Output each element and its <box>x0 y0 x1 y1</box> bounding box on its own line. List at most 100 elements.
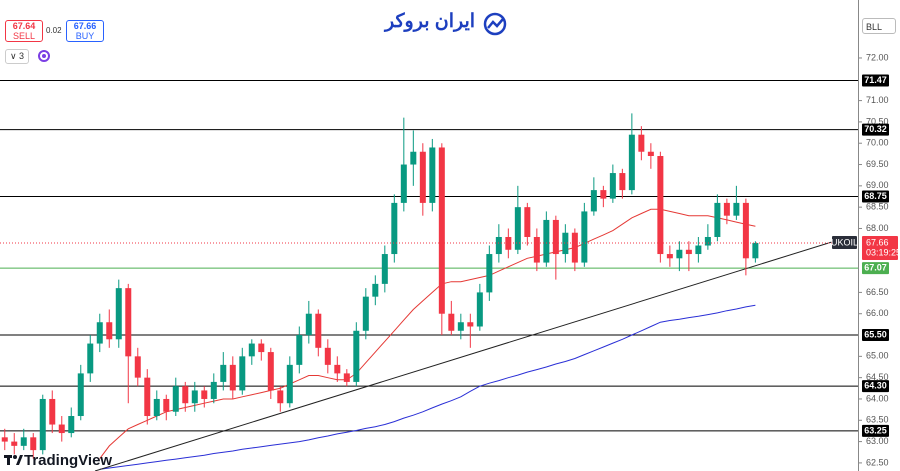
candle-body <box>695 245 702 255</box>
sell-price: 67.64 <box>12 21 36 31</box>
level-label-box <box>862 329 889 342</box>
level-label: 68.75 <box>864 191 887 201</box>
candle-body <box>495 236 502 255</box>
candle-body <box>77 373 84 417</box>
candle-body <box>11 441 18 446</box>
candle-body <box>125 288 132 357</box>
symbol-tag-box <box>832 235 857 249</box>
candle-body <box>372 283 379 297</box>
buy-button[interactable]: 67.66 BUY <box>66 20 104 42</box>
candle-body <box>438 147 445 314</box>
tv-watermark: TradingView <box>24 452 113 469</box>
candle-body <box>229 364 236 391</box>
sell-label: SELL <box>12 31 36 41</box>
candle-body <box>134 356 141 378</box>
candle-body <box>191 390 198 404</box>
moving-average <box>99 304 756 470</box>
candle-body <box>277 390 284 404</box>
y-tick-label: 63.00 <box>866 436 889 446</box>
y-tick-label: 66.50 <box>866 287 889 297</box>
candle-body <box>182 386 189 404</box>
candle-body <box>343 373 350 382</box>
candle-body <box>220 364 227 382</box>
tv-icon <box>4 455 23 465</box>
candle-body <box>600 190 607 199</box>
candle-body <box>733 202 740 216</box>
y-tick-label: 65.00 <box>866 351 889 361</box>
brand-icon <box>483 12 507 36</box>
candle-body <box>153 398 160 417</box>
y-tick-label: 72.00 <box>866 52 889 62</box>
level-label-box <box>862 262 889 275</box>
y-tick-label: 69.00 <box>866 180 889 190</box>
candle-body <box>590 190 597 212</box>
sell-button[interactable]: 67.64 SELL <box>5 20 43 42</box>
level-label: 64.30 <box>864 381 887 391</box>
candle-body <box>248 343 255 357</box>
candle-body <box>486 254 493 293</box>
candle-body <box>201 390 208 399</box>
y-tick-label: 63.50 <box>866 415 889 425</box>
candle-body <box>752 242 759 259</box>
buy-label: BUY <box>75 31 95 41</box>
candle-body <box>324 347 331 365</box>
y-tick-label: 64.00 <box>866 393 889 403</box>
level-label-box <box>862 424 889 437</box>
candle-body <box>666 254 673 259</box>
y-tick-label: 70.50 <box>866 116 889 126</box>
candle-body <box>505 236 512 250</box>
candle-body <box>96 322 103 344</box>
symbol-tag: UKOIL <box>831 237 858 247</box>
candle-body <box>714 202 721 237</box>
level-label: 63.25 <box>864 425 887 435</box>
candle-body <box>39 398 46 451</box>
candle-body <box>267 352 274 391</box>
candle-body <box>210 381 217 399</box>
symbol-select-text: BLL <box>866 22 883 32</box>
level-label: 70.32 <box>864 124 887 134</box>
candle-body <box>315 313 322 348</box>
spread: 0.02 <box>46 26 62 35</box>
level-label: 67.07 <box>864 262 887 272</box>
candle-body <box>144 377 151 417</box>
candle-body <box>172 386 179 412</box>
candle-body <box>571 232 578 263</box>
candle-body <box>391 202 398 255</box>
y-tick-label: 71.00 <box>866 95 889 105</box>
interval-toggle[interactable]: ∨ 3 <box>5 49 29 64</box>
candle-body <box>49 398 56 425</box>
candle-body <box>524 207 531 237</box>
y-tick-label: 68.00 <box>866 223 889 233</box>
candle-body <box>628 134 635 191</box>
y-tick-label: 69.50 <box>866 159 889 169</box>
candle-body <box>562 232 569 255</box>
candle-body <box>286 364 293 404</box>
moving-average <box>99 208 756 459</box>
candle-body <box>742 202 749 259</box>
candle-body <box>704 236 711 246</box>
candle-body <box>543 219 550 263</box>
refresh-icon[interactable] <box>37 49 51 63</box>
level-label-box <box>862 380 889 393</box>
y-tick-label: 66.00 <box>866 308 889 318</box>
candle-body <box>467 322 474 327</box>
candle-body <box>353 330 360 382</box>
candle-body <box>87 343 94 374</box>
candle-body <box>581 211 588 263</box>
candle-body <box>429 147 436 203</box>
candle-body <box>400 164 407 203</box>
symbol-select[interactable]: BLL <box>862 18 896 34</box>
candle-body <box>609 173 616 199</box>
buy-price: 67.66 <box>73 21 97 31</box>
y-tick-label: 70.00 <box>866 138 889 148</box>
candle-body <box>30 437 37 451</box>
candle-body <box>676 249 683 259</box>
candle-body <box>334 364 341 374</box>
candle-body <box>115 288 122 340</box>
candle-body <box>657 156 664 255</box>
brand-logo: ایران بروکر <box>385 11 476 32</box>
candle-body <box>106 322 113 340</box>
candle-body <box>514 207 521 250</box>
